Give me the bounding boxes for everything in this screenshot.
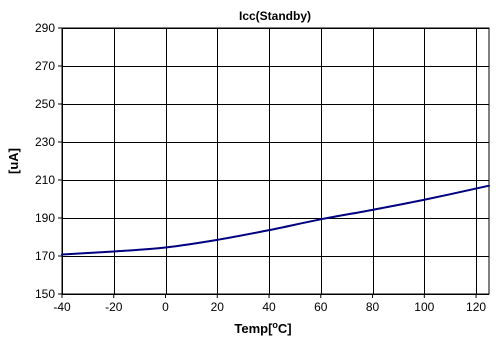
y-axis-label: [uA]	[6, 148, 21, 174]
y-tick-label: 170	[35, 249, 55, 263]
x-tick-label: 60	[314, 300, 328, 314]
chart-title: Icc(Standby)	[239, 9, 311, 23]
y-tick-label: 210	[35, 173, 55, 187]
y-tick-label: 250	[35, 97, 55, 111]
y-tick-label: 290	[35, 21, 55, 35]
x-axis-label-superscript: o	[272, 320, 278, 330]
x-tick-labels: -40 -20 0 20 40 60 80 100 120	[53, 294, 486, 314]
series-group	[61, 184, 490, 256]
x-axis-label-before: Temp[	[234, 321, 273, 336]
x-tick-label: -20	[105, 300, 123, 314]
y-tick-label: 190	[35, 211, 55, 225]
x-tick-label: 80	[366, 300, 380, 314]
y-tick-label: 150	[35, 287, 55, 301]
series-line	[61, 184, 490, 256]
x-tick-label: 100	[414, 300, 434, 314]
x-tick-label: 0	[162, 300, 169, 314]
x-tick-label: 20	[211, 300, 225, 314]
y-tick-label: 270	[35, 59, 55, 73]
plot-area-frame	[61, 27, 490, 295]
y-tick-label: 230	[35, 135, 55, 149]
x-tick-label: 40	[262, 300, 276, 314]
x-tick-label: 120	[466, 300, 486, 314]
x-axis-label-after: C]	[278, 321, 292, 336]
x-tick-label: -40	[53, 300, 71, 314]
x-axis-label: Temp[oC]	[234, 320, 291, 336]
y-tick-labels: 150 170 190 210 230 250 270 290	[35, 21, 62, 301]
